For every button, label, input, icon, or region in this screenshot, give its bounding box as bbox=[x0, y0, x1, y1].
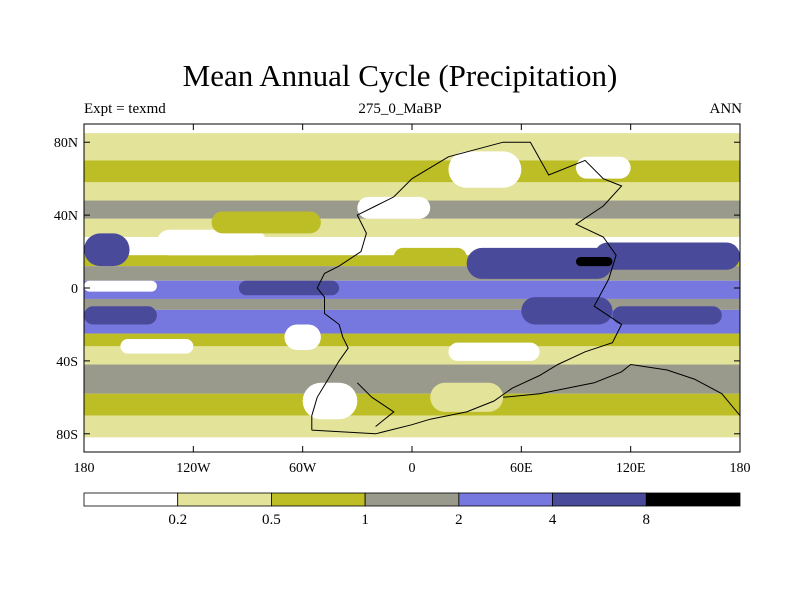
x-tick-label-2: 60W bbox=[289, 461, 317, 476]
zonal-band-15 bbox=[84, 393, 740, 416]
y-tick-label-3: 40S bbox=[56, 355, 78, 370]
colorbar-label-1: 0.5 bbox=[262, 512, 281, 528]
y-tick-label-1: 40N bbox=[54, 209, 78, 224]
precip-patch-2 bbox=[211, 211, 321, 234]
map-field bbox=[84, 124, 740, 452]
x-axis: 180 120W 60W 0 60E 120E 180 bbox=[74, 124, 751, 476]
colorbar-swatch-2 bbox=[271, 492, 366, 507]
colorbar-swatch-6 bbox=[645, 492, 741, 507]
colorbar-label-5: 8 bbox=[643, 512, 651, 528]
precip-patch-3 bbox=[357, 196, 431, 219]
zonal-band-12 bbox=[84, 333, 740, 347]
precip-patch-12 bbox=[612, 306, 722, 325]
precip-patch-7 bbox=[238, 280, 340, 296]
precip-patch-11 bbox=[521, 297, 613, 325]
x-tick-label-3: 0 bbox=[409, 461, 416, 476]
x-tick-label-4: 60E bbox=[510, 461, 533, 476]
precip-patch-13 bbox=[84, 306, 157, 325]
precip-patch-14 bbox=[284, 324, 321, 350]
x-tick-label-5: 120E bbox=[616, 461, 646, 476]
colorbar-label-0: 0.2 bbox=[168, 512, 187, 528]
zonal-band-2 bbox=[84, 160, 740, 183]
colorbar-swatch-1 bbox=[177, 492, 272, 507]
x-tick-label-0: 180 bbox=[74, 461, 95, 476]
precip-patch-6 bbox=[84, 280, 157, 292]
y-tick-label-0: 80N bbox=[54, 136, 78, 151]
y-tick-label-2: 0 bbox=[71, 282, 78, 297]
interior-coastline bbox=[356, 382, 395, 427]
pangea-coastline bbox=[311, 141, 623, 435]
precip-patch-19 bbox=[576, 257, 613, 267]
colorbar-swatch-0 bbox=[83, 492, 179, 507]
precip-patch-15 bbox=[120, 339, 194, 354]
precip-patch-8 bbox=[393, 247, 467, 267]
precip-patch-17 bbox=[302, 382, 358, 420]
y-tick-label-4: 80S bbox=[56, 428, 78, 443]
precip-patch-18 bbox=[430, 382, 504, 412]
x-tick-label-1: 120W bbox=[176, 461, 211, 476]
zonal-band-13 bbox=[84, 346, 740, 365]
colorbar-swatch-5 bbox=[552, 492, 647, 507]
precip-patch-9 bbox=[466, 247, 613, 279]
chart-title: Mean Annual Cycle (Precipitation) bbox=[182, 58, 618, 93]
precip-patch-5 bbox=[576, 156, 631, 179]
precip-patch-4 bbox=[448, 151, 522, 188]
colorbar: 0.2 0.5 1 2 4 8 bbox=[83, 492, 741, 528]
precip-patch-16 bbox=[448, 342, 540, 361]
period-label: 275_0_MaBP bbox=[358, 101, 442, 117]
zonal-band-1 bbox=[84, 133, 740, 161]
experiment-label: Expt = texmd bbox=[84, 101, 166, 117]
y-axis: 80N 40N 0 40S 80S bbox=[54, 136, 740, 443]
colorbar-label-4: 4 bbox=[549, 512, 557, 528]
continent-outline bbox=[311, 141, 740, 435]
precip-patch-0 bbox=[84, 233, 130, 267]
season-label: ANN bbox=[709, 101, 743, 117]
precip-patch-1 bbox=[156, 229, 267, 256]
zonal-band-10 bbox=[84, 298, 740, 310]
zonal-band-9 bbox=[84, 280, 740, 299]
zonal-band-16 bbox=[84, 415, 740, 438]
colorbar-label-2: 1 bbox=[361, 512, 369, 528]
colorbar-swatch-4 bbox=[458, 492, 553, 507]
zonal-band-14 bbox=[84, 364, 740, 394]
precip-patch-10 bbox=[594, 242, 740, 270]
colorbar-label-3: 2 bbox=[455, 512, 463, 528]
zonal-band-17 bbox=[84, 437, 740, 452]
colorbar-swatch-3 bbox=[364, 492, 460, 507]
southern-coastline bbox=[503, 363, 740, 416]
x-tick-label-6: 180 bbox=[730, 461, 751, 476]
zonal-band-3 bbox=[84, 182, 740, 201]
